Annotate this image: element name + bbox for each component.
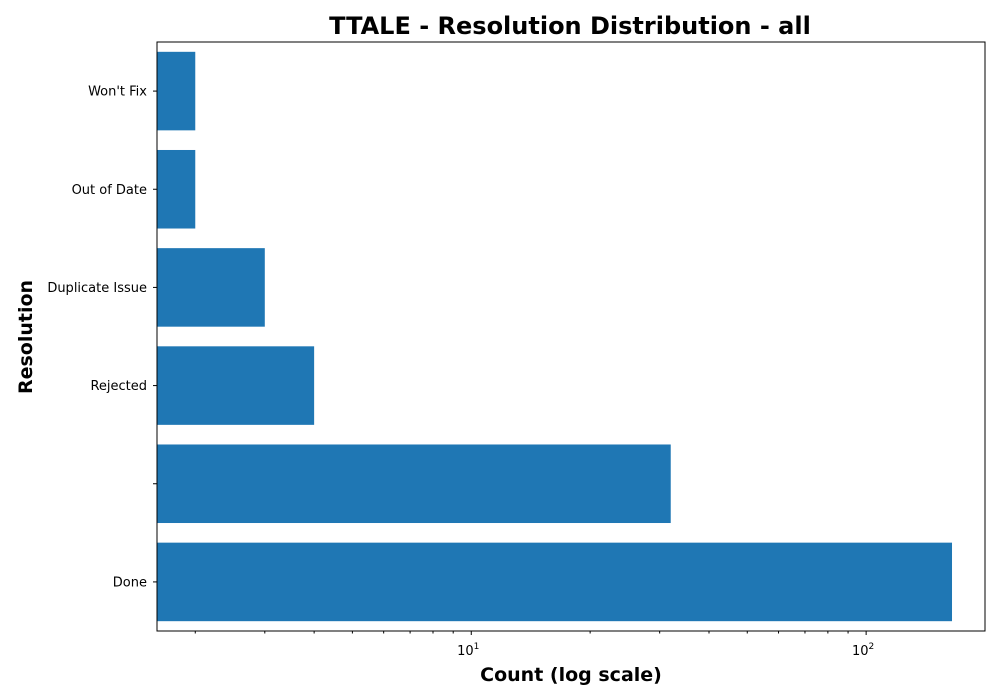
y-tick-label: Done <box>113 575 147 590</box>
x-tick-label: 102 <box>852 642 874 659</box>
y-tick-label: Out of Date <box>72 183 147 198</box>
bar <box>157 248 265 327</box>
chart-title: TTALE - Resolution Distribution - all <box>329 12 811 40</box>
bar <box>157 149 196 229</box>
bar <box>157 444 671 524</box>
bar-group <box>157 51 953 622</box>
x-tick-label: 101 <box>457 642 479 659</box>
bar <box>157 542 953 622</box>
x-axis: 101 102 <box>194 631 874 659</box>
plot-frame <box>156 41 986 632</box>
y-axis: Done Rejected Duplicate Issue Out of Date Wo… <box>47 85 157 590</box>
y-axis-label: Resolution <box>15 280 37 394</box>
bar <box>157 51 196 131</box>
y-tick-label: Won't Fix <box>88 85 147 100</box>
bar <box>157 346 315 425</box>
y-tick-label: Duplicate Issue <box>47 281 147 296</box>
y-tick-label: Rejected <box>90 379 147 394</box>
x-axis-label: Count (log scale) <box>480 664 662 686</box>
